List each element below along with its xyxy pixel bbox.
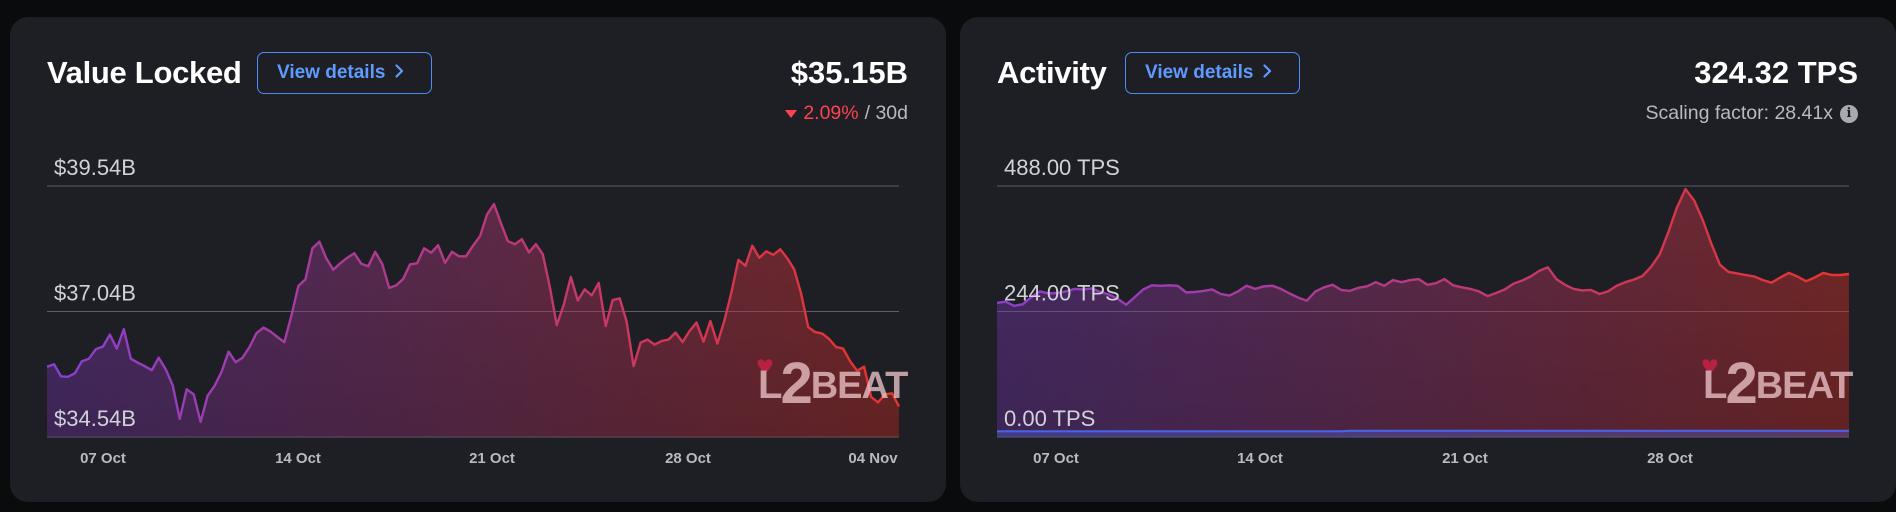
x-tick-label: 21 Oct [1442,450,1488,467]
view-details-button[interactable]: View details [1125,52,1300,94]
y-tick-label: 0.00 TPS [1004,406,1095,431]
x-tick-label: 07 Oct [80,450,126,467]
x-tick-label: 04 Nov [848,450,898,467]
card-title: Value Locked [47,55,242,90]
y-tick-label: $39.54B [54,155,136,180]
card-title: Activity [997,55,1107,90]
secondary-line [997,429,1849,433]
view-details-label: View details [277,62,386,83]
series-line [996,187,1850,307]
heart-icon: ♥ [1701,350,1719,383]
x-tick-label: 14 Oct [1237,450,1283,467]
value-change: 2.09% / 30d [785,102,908,125]
total-value: $35.15B [790,55,908,90]
x-tick-label: 28 Oct [1647,450,1693,467]
area-shade [47,204,899,437]
view-details-label: View details [1145,62,1254,83]
y-tick-label: $34.54B [54,406,136,431]
series-line [46,202,901,424]
value-locked-chart: $34.54B $37.04B $39.54B 07 Oct 14 Oct 21 Oct 2… [46,155,901,467]
view-details-button[interactable]: View details [257,52,432,94]
chevron-right-icon [395,62,404,84]
y-tick-label: 244.00 TPS [1004,281,1120,306]
chevron-right-icon [1263,62,1272,84]
y-tick-label: 488.00 TPS [1004,155,1120,180]
x-tick-label: 28 Oct [665,450,711,467]
activity-chart: 0.00 TPS 244.00 TPS 488.00 TPS 07 Oct 14 Oct… [996,155,1850,467]
y-tick-label: $37.04B [54,281,136,306]
change-percent: 2.09% [803,102,859,124]
scaling-factor-label: Scaling factor: 28.41x [1645,102,1833,124]
activity-card: 0.00 TPS 244.00 TPS 488.00 TPS 07 Oct 14 Oct… [960,17,1896,502]
area-shade [997,189,1849,437]
change-period: / 30d [864,102,908,124]
x-tick-label: 07 Oct [1033,450,1079,467]
value-locked-card: $34.54B $37.04B $39.54B 07 Oct 14 Oct 21 Oct 2… [10,17,946,502]
scaling-factor: Scaling factor: 28.41x i [1645,102,1858,125]
down-triangle-icon [785,109,798,118]
l2beat-logo: ♥ L 2 BEAT [756,350,908,416]
l2beat-logo: ♥ L 2 BEAT [1701,350,1853,416]
info-icon[interactable]: i [1840,104,1858,123]
heart-icon: ♥ [756,350,774,383]
x-tick-label: 21 Oct [469,450,515,467]
tps-value: 324.32 TPS [1694,55,1858,90]
x-tick-label: 14 Oct [275,450,321,467]
